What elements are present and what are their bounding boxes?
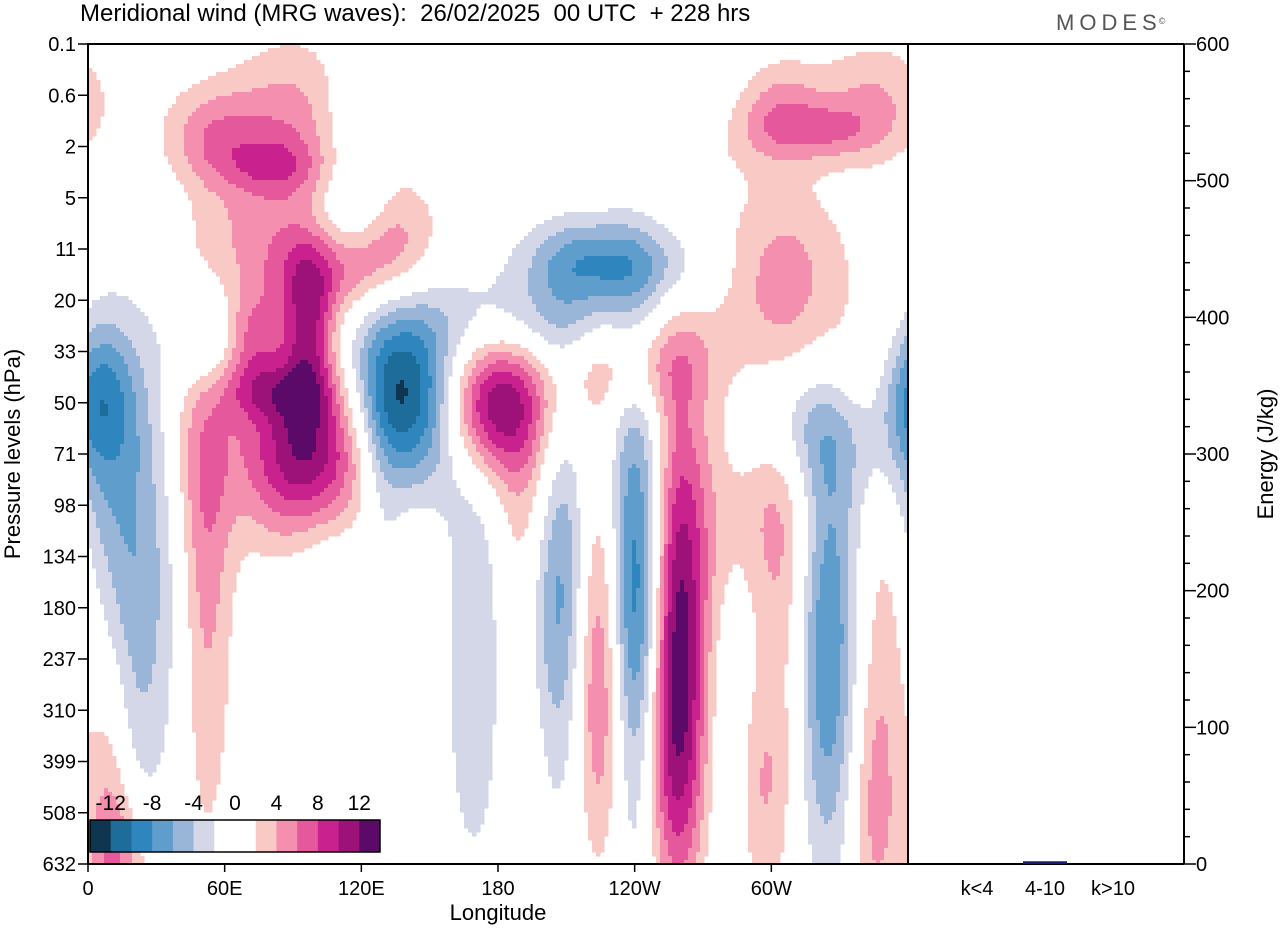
y-tick-label: 508 bbox=[43, 803, 76, 825]
energy-bar bbox=[1023, 861, 1067, 864]
colorbar-swatch bbox=[214, 820, 235, 852]
energy-axis-title: Energy (J/kg) bbox=[1253, 389, 1278, 520]
y-tick-label: 399 bbox=[43, 752, 76, 774]
energy-tick-label: 100 bbox=[1196, 717, 1229, 739]
colorbar-swatch bbox=[256, 820, 277, 852]
y-tick-label: 134 bbox=[43, 547, 76, 569]
colorbar-swatch bbox=[359, 820, 380, 852]
colorbar-swatch bbox=[194, 820, 215, 852]
energy-tick-label: 300 bbox=[1196, 444, 1229, 466]
x-axis-title: Longitude bbox=[450, 900, 547, 925]
y-tick-label: 310 bbox=[43, 700, 76, 722]
y-tick-label: 33 bbox=[54, 342, 76, 364]
energy-tick-label: 600 bbox=[1196, 34, 1229, 56]
colorbar: -12 -8 -4 0 4 8 12 bbox=[90, 792, 380, 852]
colorbar-swatch bbox=[111, 820, 132, 852]
colorbar-label: 8 bbox=[312, 792, 324, 815]
chart-svg: 0.1 0.6 2 5 11 20 33 50 71 98 134 180 237 310 399 508 63… bbox=[0, 0, 1280, 930]
y-tick-label: 50 bbox=[54, 393, 76, 415]
y-tick-label: 0.1 bbox=[48, 34, 76, 56]
energy-category-label: k>10 bbox=[1091, 878, 1135, 900]
colorbar-swatch bbox=[339, 820, 360, 852]
colorbar-label: -8 bbox=[143, 792, 162, 815]
y-tick-label: 98 bbox=[54, 495, 76, 517]
y-tick-label: 237 bbox=[43, 649, 76, 671]
colorbar-swatch bbox=[297, 820, 318, 852]
energy-tick-label: 200 bbox=[1196, 581, 1229, 603]
colorbar-swatch bbox=[131, 820, 152, 852]
y-tick-label: 2 bbox=[65, 137, 76, 159]
colorbar-swatch bbox=[152, 820, 173, 852]
colorbar-label: 4 bbox=[271, 792, 283, 815]
y-tick-label: 20 bbox=[54, 290, 76, 312]
energy-tick-label: 0 bbox=[1196, 854, 1207, 876]
colorbar-swatch bbox=[235, 820, 256, 852]
x-tick-label: 60E bbox=[207, 878, 243, 900]
y-tick-label: 0.6 bbox=[48, 85, 76, 107]
energy-category-label: k<4 bbox=[961, 878, 994, 900]
colorbar-swatch bbox=[318, 820, 339, 852]
colorbar-swatch bbox=[173, 820, 194, 852]
colorbar-label: 12 bbox=[348, 792, 371, 815]
energy-tick-label: 500 bbox=[1196, 171, 1229, 193]
colorbar-label: -4 bbox=[184, 792, 203, 815]
y-tick-label: 5 bbox=[65, 188, 76, 210]
colorbar-swatch bbox=[90, 820, 111, 852]
y-tick-label: 180 bbox=[43, 598, 76, 620]
y-tick-label: 632 bbox=[43, 854, 76, 876]
x-tick-label: 0 bbox=[82, 878, 93, 900]
y-axis-title: Pressure levels (hPa) bbox=[0, 349, 25, 559]
energy-category-label: 4-10 bbox=[1025, 878, 1065, 900]
wind-field bbox=[88, 44, 909, 865]
colorbar-label: -12 bbox=[96, 792, 126, 815]
colorbar-swatch bbox=[276, 820, 297, 852]
energy-tick-label: 400 bbox=[1196, 307, 1229, 329]
x-tick-label: 180 bbox=[481, 878, 514, 900]
colorbar-label: 0 bbox=[229, 792, 241, 815]
x-tick-label: 120W bbox=[609, 878, 661, 900]
x-tick-label: 120E bbox=[338, 878, 385, 900]
y-tick-label: 11 bbox=[55, 239, 76, 261]
x-tick-label: 60W bbox=[751, 878, 792, 900]
y-tick-label: 71 bbox=[54, 444, 76, 466]
energy-panel: 0 100 200 300 400 500 600 Energy (J/kg) k<4 4-10 k… bbox=[908, 34, 1278, 900]
